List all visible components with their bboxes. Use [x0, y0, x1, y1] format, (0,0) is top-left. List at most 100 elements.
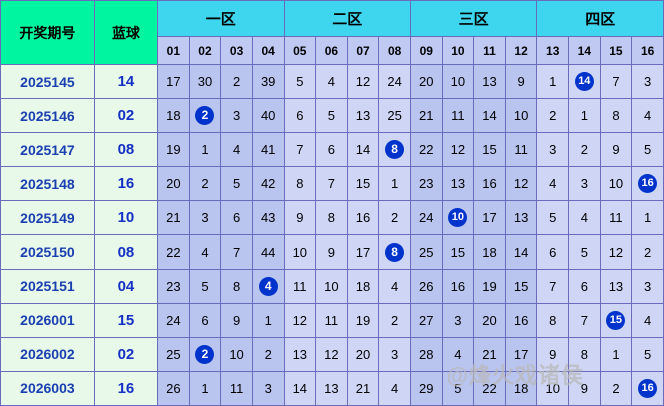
highlighted-ball: 2 — [195, 344, 215, 364]
zone-header-4: 四区 — [536, 0, 664, 37]
number-cell: 1 — [536, 63, 570, 100]
number-cell: 8 — [315, 200, 348, 236]
number-cell: 20 — [409, 63, 443, 100]
number-cell: 18 — [504, 370, 538, 406]
number-cell: 11 — [315, 302, 348, 338]
number-cell: 2 — [188, 98, 222, 134]
number-cell: 5 — [315, 98, 348, 134]
row-period: 2025145 — [0, 63, 95, 100]
row-blue-ball: 08 — [93, 132, 159, 168]
row-period: 2025150 — [0, 234, 95, 270]
col-header-09: 09 — [409, 36, 443, 65]
number-cell: 4 — [378, 268, 411, 304]
row-blue-ball: 16 — [93, 166, 159, 202]
number-cell: 7 — [283, 132, 317, 168]
number-cell: 17 — [346, 234, 380, 270]
number-cell: 10 — [441, 63, 475, 100]
number-cell: 4 — [568, 200, 601, 236]
row-blue-ball: 15 — [93, 302, 159, 338]
zone-header-3: 三区 — [409, 0, 538, 37]
row-blue-ball: 04 — [93, 268, 159, 304]
number-cell: 11 — [283, 268, 317, 304]
number-cell: 16 — [473, 166, 506, 202]
number-cell: 9 — [315, 234, 348, 270]
highlighted-ball: 16 — [638, 378, 658, 398]
number-cell: 5 — [220, 166, 253, 202]
number-cell: 2 — [536, 98, 570, 134]
number-cell: 4 — [315, 63, 348, 100]
number-cell: 1 — [188, 132, 222, 168]
number-cell: 15 — [441, 234, 475, 270]
number-cell: 4 — [631, 302, 664, 338]
number-cell: 10 — [283, 234, 317, 270]
number-cell: 4 — [188, 234, 222, 270]
number-cell: 22 — [473, 370, 506, 406]
number-cell: 1 — [631, 200, 664, 236]
number-cell: 17 — [504, 336, 538, 372]
number-cell: 13 — [473, 63, 506, 100]
table-row: 2025146 02 18 2 3 40 6 5 13 25 21 11 14 10 2 1 8 4 — [0, 98, 664, 134]
number-cell: 8 — [283, 166, 317, 202]
header-period: 开奖期号 — [0, 0, 95, 65]
number-cell: 3 — [631, 268, 664, 304]
zone-header-2: 二区 — [283, 0, 411, 37]
number-cell: 6 — [315, 132, 348, 168]
number-cell: 15 — [504, 268, 538, 304]
number-cell: 12 — [346, 63, 380, 100]
number-cell: 39 — [251, 63, 285, 100]
number-cell: 13 — [283, 336, 317, 372]
number-cell: 14 — [473, 98, 506, 134]
number-cell: 21 — [473, 336, 506, 372]
number-cell: 8 — [536, 302, 570, 338]
number-cell: 7 — [315, 166, 348, 202]
number-cell: 2 — [188, 166, 222, 202]
number-cell: 17 — [473, 200, 506, 236]
number-cell: 42 — [251, 166, 285, 202]
number-cell: 3 — [631, 63, 664, 100]
number-cell: 4 — [378, 370, 411, 406]
number-cell: 4 — [536, 166, 570, 202]
row-period: 2026001 — [0, 302, 95, 338]
number-cell: 40 — [251, 98, 285, 134]
number-cell: 16 — [346, 200, 380, 236]
number-cell: 12 — [283, 302, 317, 338]
number-cell: 14 — [504, 234, 538, 270]
number-cell: 8 — [220, 268, 253, 304]
table-row: 2025149 10 21 3 6 43 9 8 16 2 24 10 17 13 5 4 11 1 — [0, 200, 664, 236]
number-cell: 12 — [441, 132, 475, 168]
number-cell: 2 — [220, 63, 253, 100]
number-cell: 9 — [536, 336, 570, 372]
number-cell: 7 — [568, 302, 601, 338]
number-cell: 10 — [599, 166, 633, 202]
number-cell: 15 — [473, 132, 506, 168]
number-cell: 25 — [157, 336, 190, 372]
number-cell: 14 — [283, 370, 317, 406]
number-cell: 1 — [188, 370, 222, 406]
number-cell: 23 — [409, 166, 443, 202]
col-header-12: 12 — [504, 36, 538, 65]
number-cell: 12 — [504, 166, 538, 202]
col-header-13: 13 — [536, 36, 570, 65]
number-cell: 8 — [599, 98, 633, 134]
number-cell: 20 — [157, 166, 190, 202]
table-body: 2025145 14 17 30 2 39 5 4 12 24 20 10 13 9 1 14 7 3 202514… — [0, 63, 664, 406]
number-cell: 1 — [568, 98, 601, 134]
number-cell: 3 — [188, 200, 222, 236]
number-cell: 8 — [378, 234, 411, 270]
number-cell: 13 — [504, 200, 538, 236]
col-header-14: 14 — [568, 36, 601, 65]
number-cell: 30 — [188, 63, 222, 100]
col-header-08: 08 — [378, 36, 411, 65]
number-cell: 15 — [599, 302, 633, 338]
table-row: 2025145 14 17 30 2 39 5 4 12 24 20 10 13 9 1 14 7 3 — [0, 63, 664, 100]
number-cell: 5 — [631, 336, 664, 372]
number-cell: 3 — [536, 132, 570, 168]
number-cell: 13 — [599, 268, 633, 304]
number-cell: 6 — [536, 234, 570, 270]
number-cell: 17 — [157, 63, 190, 100]
row-blue-ball: 14 — [93, 63, 159, 100]
number-cell: 6 — [220, 200, 253, 236]
number-cell: 16 — [504, 302, 538, 338]
number-cell: 15 — [346, 166, 380, 202]
row-blue-ball: 16 — [93, 370, 159, 406]
